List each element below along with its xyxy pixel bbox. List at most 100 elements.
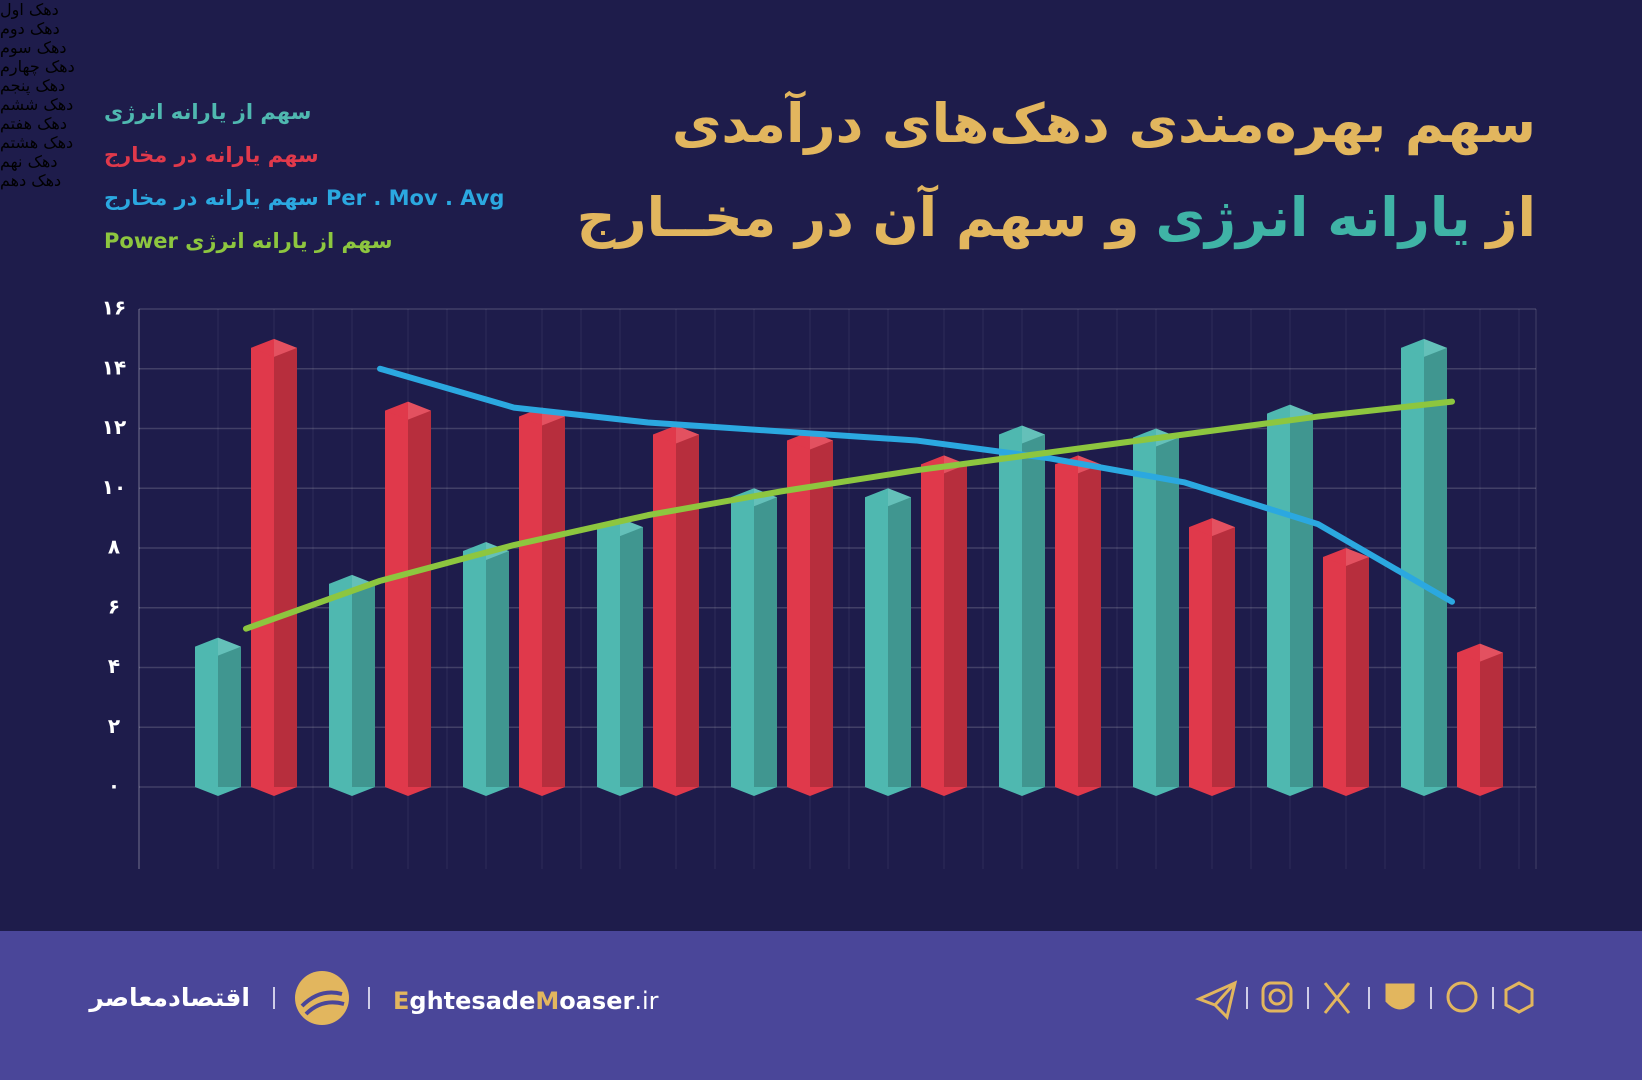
y-tick-label: ۱۶ (102, 296, 126, 320)
bar-bottom (1401, 787, 1447, 796)
site-part: E (393, 987, 410, 1015)
x-tick-label: دهک دوم (0, 19, 60, 38)
x-tick-label: دهک چهارم (0, 57, 75, 76)
bar-side (1346, 556, 1369, 787)
title-line: سهم بهره‌مندی دهک‌های درآمدی (672, 92, 1536, 155)
y-tick-label: ۲ (108, 714, 120, 738)
bar-bottom (921, 787, 967, 796)
bar-side (352, 583, 375, 787)
bar-side (810, 440, 833, 787)
y-tick-label: ۴ (108, 654, 120, 678)
bar-top-shade (408, 401, 431, 420)
legend-entry: Per . Mov . Avg سهم یارانه در مخارج (104, 186, 505, 210)
bar (1323, 556, 1369, 787)
bar-top-shade (1022, 425, 1045, 444)
bar-side (542, 416, 565, 787)
bar (1267, 413, 1313, 787)
bar-bottom (1133, 787, 1179, 796)
brand: اقتصادمعاصر (89, 983, 250, 1012)
bar-top (865, 488, 911, 507)
bar-side (1424, 347, 1447, 787)
eitaa-icon[interactable] (1446, 981, 1478, 1013)
x-icon[interactable] (1323, 982, 1351, 1014)
bar-top (653, 425, 699, 444)
bar-bottom (1457, 787, 1503, 796)
bar (1457, 652, 1503, 787)
footer: اقتصادمعاصر EghtesadeMoaser.ir (0, 931, 1642, 1080)
bar-bottom (519, 787, 565, 796)
bar-top-shade (1346, 547, 1369, 566)
y-tick-label: ۱۴ (102, 355, 126, 379)
bar-side (888, 497, 911, 787)
legend: سهم از یارانه انرژی سهم یارانه در مخارج Pe… (104, 98, 504, 256)
bar-top-shade (218, 637, 241, 656)
y-tick-label: ۶ (108, 594, 120, 618)
bar-bottom (865, 787, 911, 796)
x-tick-label: دهک پنجم (0, 76, 66, 95)
y-tick-label: ۱۲ (102, 415, 126, 439)
bar-bottom (329, 787, 375, 796)
category-labels: دهک اول دهک دوم دهک سوم دهک چهارم دهک پنجم ده… (0, 0, 1642, 190)
legend-entry: سهم از یارانه انرژی (104, 100, 312, 124)
bar-top-shade (1212, 518, 1235, 537)
site-part: ghtesade (409, 987, 536, 1015)
logo (295, 971, 349, 1025)
divider (273, 987, 275, 1009)
legend-entry: سهم یارانه در مخارج (104, 143, 319, 167)
bar-top (1323, 547, 1369, 566)
bar (463, 550, 509, 787)
bar-bottom (463, 787, 509, 796)
bar (1401, 347, 1447, 787)
bar-bottom (1055, 787, 1101, 796)
bar-top (999, 425, 1045, 444)
bar (865, 497, 911, 787)
bar-bottom (1323, 787, 1369, 796)
bar (999, 434, 1045, 787)
title-text: سهم بهره‌مندی دهک‌های درآمدی (671, 92, 1536, 155)
bar (921, 464, 967, 787)
bar (653, 434, 699, 787)
bar-side (486, 550, 509, 787)
instagram-icon[interactable] (1261, 981, 1293, 1013)
bar-side (1078, 464, 1101, 787)
legend-entry: سهم از یارانه انرژی Power (104, 229, 393, 253)
bar (385, 410, 431, 787)
social-icons (1195, 980, 1534, 1020)
bar-top-shade (888, 488, 911, 507)
bar (519, 416, 565, 787)
bar-side (620, 527, 643, 787)
bar-top (1457, 643, 1503, 662)
bar-top-shade (1480, 643, 1503, 662)
bar (329, 583, 375, 787)
hex-icon[interactable] (1504, 981, 1534, 1014)
site-url[interactable]: EghtesadeMoaser.ir (393, 987, 659, 1015)
bar-top (195, 637, 241, 656)
bar-side (1290, 413, 1313, 787)
bar (597, 527, 643, 787)
bar-top (1401, 338, 1447, 357)
bar-side (1022, 434, 1045, 787)
separators (1246, 987, 1494, 1009)
divider (368, 987, 370, 1009)
telegram-icon[interactable] (1195, 980, 1238, 1020)
bar-top-shade (1424, 338, 1447, 357)
site-part: M (535, 987, 560, 1015)
line (243, 398, 1455, 632)
bar (1055, 464, 1101, 787)
title-text: از (1486, 186, 1536, 249)
bar-top (385, 401, 431, 420)
site-part: oaser (559, 987, 635, 1015)
bar-bottom (1267, 787, 1313, 796)
shield-icon[interactable] (1385, 983, 1415, 1010)
bar-top (1189, 518, 1235, 537)
bar-top-shade (274, 338, 297, 357)
y-tick-label: ۸ (108, 535, 120, 559)
x-tick-label: دهک سوم (0, 38, 67, 57)
title-text: و سهم آن در مخــارج (576, 186, 1140, 249)
bar-bottom (1189, 787, 1235, 796)
bar-side (1156, 437, 1179, 787)
bar-side (408, 410, 431, 787)
bar-side (944, 464, 967, 787)
